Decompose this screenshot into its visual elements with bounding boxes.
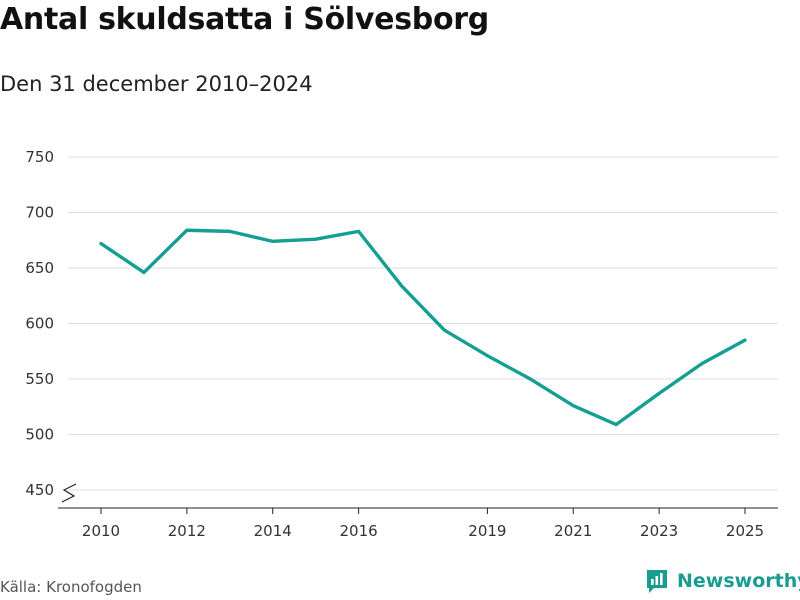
y-tick-label: 450 <box>25 481 54 499</box>
x-tick-label: 2025 <box>726 522 764 540</box>
brand-logo: Newsworthy <box>645 568 800 594</box>
y-axis-ticks: 450 500 550 600 650 700 750 <box>25 148 54 499</box>
x-axis: 2010 2012 2014 2016 2019 2021 2023 2025 <box>58 483 778 540</box>
y-tick-label: 500 <box>25 426 54 444</box>
x-tick-label: 2016 <box>340 522 378 540</box>
x-tick-label: 2023 <box>640 522 678 540</box>
y-tick-label: 750 <box>25 148 54 166</box>
source-note: Källa: Kronofogden <box>0 578 142 596</box>
chart-subtitle: Den 31 december 2010–2024 <box>0 72 313 96</box>
x-tick-label: 2014 <box>254 522 292 540</box>
series-layer <box>99 228 747 427</box>
y-tick-label: 550 <box>25 370 54 388</box>
x-tick-label: 2012 <box>168 522 206 540</box>
series-line <box>99 228 747 427</box>
x-tick-label: 2021 <box>554 522 592 540</box>
brand-name: Newsworthy <box>677 570 800 592</box>
axis-break-mark <box>61 483 77 503</box>
x-tick-label: 2010 <box>82 522 120 540</box>
y-tick-label: 600 <box>25 315 54 333</box>
y-tick-label: 700 <box>25 204 54 222</box>
newsworthy-logo-icon <box>647 570 667 593</box>
y-tick-label: 650 <box>25 259 54 277</box>
grid-lines <box>68 156 778 491</box>
chart-title: Antal skuldsatta i Sölvesborg <box>0 2 489 37</box>
x-tick-label: 2019 <box>468 522 506 540</box>
